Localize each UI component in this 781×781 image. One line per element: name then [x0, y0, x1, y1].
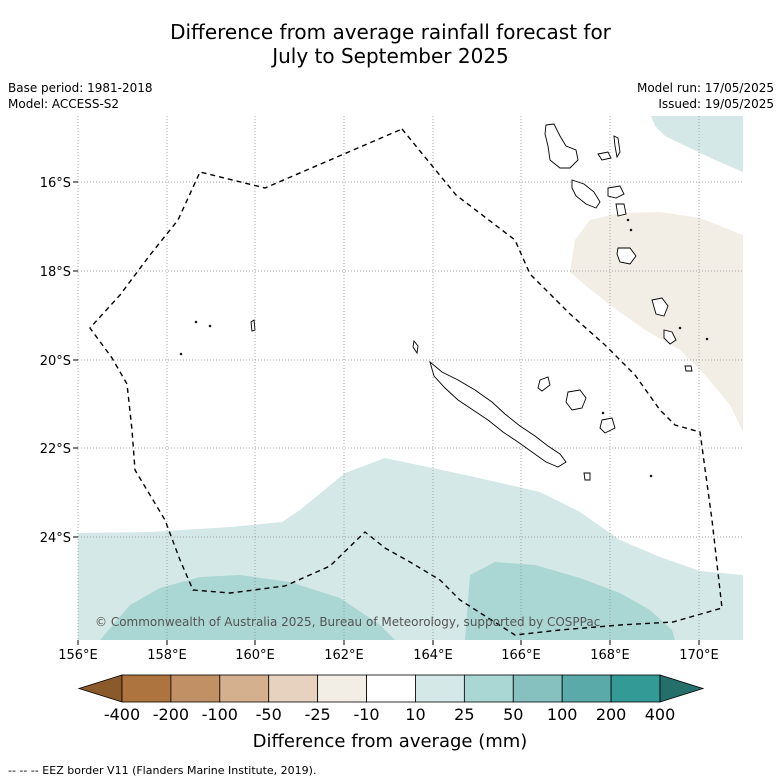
lon-label: 166°E: [501, 648, 541, 663]
new-caledonia-island: [429, 360, 567, 468]
colorbar-extend-low: [77, 674, 123, 703]
colorbar-label: 25: [454, 705, 474, 724]
colorbar-label: 400: [645, 705, 676, 724]
colorbar-label: 10: [405, 705, 425, 724]
lat-label: 24°S: [40, 531, 71, 546]
colorbar-swatch: [366, 674, 416, 703]
gridlines: [77, 116, 743, 640]
colorbar-title: Difference from average (mm): [253, 731, 528, 752]
copyright-notice: © Commonwealth of Australia 2025, Bureau…: [95, 615, 600, 629]
eez-legend-footer: -- -- -- EEZ border V11 (Flanders Marine…: [8, 764, 316, 777]
vanuatu-espiritu-santo: [544, 123, 579, 169]
colorbar: -400 -200 -100 -50 -25 -10 10 25 50 100 200 400: [77, 674, 705, 724]
issued-date: Issued: 19/05/2025: [658, 97, 774, 111]
colorbar-swatch: [317, 674, 367, 703]
colorbar-swatch: [561, 674, 612, 703]
longitude-labels: 156°E 158°E 160°E 162°E 164°E 166°E 168°…: [58, 648, 719, 663]
colorbar-label: -10: [353, 705, 379, 724]
latitude-labels: 16°S 18°S 20°S 22°S 24°S: [40, 176, 71, 546]
lon-label: 156°E: [58, 648, 98, 663]
anomaly-region-25-50-southwest: [100, 575, 395, 640]
colorbar-swatch: [512, 674, 563, 703]
colorbar-label: -25: [305, 705, 331, 724]
model-run: Model run: 17/05/2025: [636, 81, 774, 95]
colorbar-swatch: [415, 674, 465, 703]
loyalty-island-ouvea: [537, 376, 551, 392]
colorbar-label: -50: [256, 705, 282, 724]
colorbar-label: 200: [596, 705, 627, 724]
anomaly-region-minus10-minus25-east: [570, 212, 743, 432]
anomaly-region-25-50-southeast: [465, 562, 675, 640]
rainfall-anomaly-shading: [78, 116, 743, 640]
vanuatu-tanna: [663, 329, 677, 345]
lon-label: 160°E: [235, 648, 275, 663]
colorbar-label: 50: [503, 705, 523, 724]
lon-label: 164°E: [413, 648, 453, 663]
colorbar-swatch: [170, 674, 221, 703]
colorbar-label: -100: [202, 705, 238, 724]
title-line-2: July to September 2025: [272, 44, 509, 68]
vanuatu-efate: [616, 247, 637, 265]
lon-label: 168°E: [590, 648, 630, 663]
colorbar-swatch: [219, 674, 270, 703]
base-period: Base period: 1981-2018: [8, 81, 153, 95]
lat-label: 20°S: [40, 354, 71, 369]
vanuatu-malekula: [571, 179, 601, 209]
lat-label: 18°S: [40, 265, 71, 280]
lon-label: 158°E: [147, 648, 187, 663]
colorbar-label: -400: [104, 705, 140, 724]
lat-label: 16°S: [40, 176, 71, 191]
title-line-1: Difference from average rainfall forecas…: [170, 20, 611, 44]
colorbar-swatch: [463, 674, 514, 703]
colorbar-swatch: [268, 674, 319, 703]
lon-label: 170°E: [679, 648, 719, 663]
colorbar-label: 100: [547, 705, 578, 724]
coastlines: [179, 123, 709, 481]
loyalty-island-lifou: [565, 389, 587, 411]
colorbar-label: -200: [153, 705, 189, 724]
colorbar-extend-high: [659, 674, 705, 703]
lat-label: 22°S: [40, 442, 71, 457]
lon-label: 162°E: [324, 648, 364, 663]
colorbar-swatch: [610, 674, 661, 703]
loyalty-island-mare: [599, 417, 616, 434]
colorbar-swatch: [121, 674, 172, 703]
axis-ticks: [73, 181, 700, 645]
vanuatu-erromango: [651, 297, 669, 317]
model-name: Model: ACCESS-S2: [8, 97, 120, 111]
anomaly-region-10-25-northeast: [651, 116, 743, 172]
